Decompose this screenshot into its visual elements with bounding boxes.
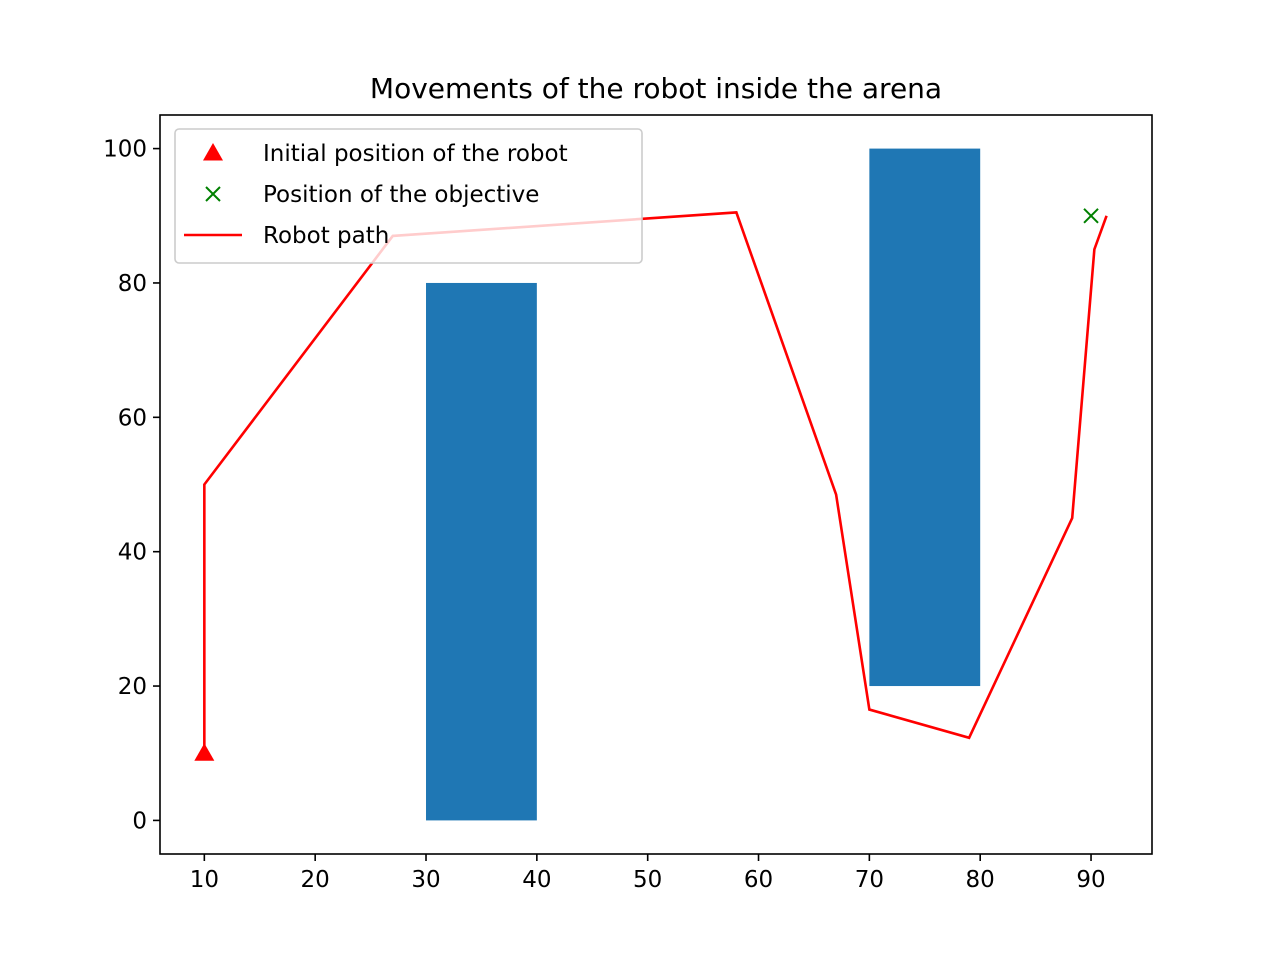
objective-marker [1083, 208, 1099, 224]
x-tick-label: 50 [633, 867, 662, 893]
plot-area [194, 148, 1108, 821]
obstacle-rect-2 [869, 148, 981, 687]
legend: Initial position of the robot Position of… [174, 128, 643, 264]
robot-path-line [203, 211, 1108, 754]
x-tick-label: 30 [411, 867, 440, 893]
legend-box [174, 128, 643, 264]
x-tick-label: 40 [522, 867, 551, 893]
y-tick-label: 100 [103, 137, 147, 163]
x-tick-label: 90 [1076, 867, 1105, 893]
y-tick-label: 0 [132, 808, 147, 834]
x-tick-label: 70 [855, 867, 884, 893]
y-axis: 0 20 40 60 80 100 [103, 137, 160, 834]
y-tick-label: 60 [118, 405, 147, 431]
obstacle-rect-1 [426, 282, 537, 821]
y-tick-label: 40 [118, 540, 147, 566]
legend-label-2: Position of the objective [263, 182, 539, 208]
initial-position-marker [194, 743, 215, 761]
x-tick-label: 80 [966, 867, 995, 893]
legend-label-3: Robot path [263, 223, 389, 249]
legend-key-2 [205, 186, 221, 202]
y-tick-label: 20 [118, 674, 147, 700]
x-tick-label: 10 [190, 867, 219, 893]
chart-title: Movements of the robot inside the arena [370, 72, 942, 105]
axes-frame [159, 114, 1153, 855]
legend-label-1: Initial position of the robot [263, 141, 568, 167]
x-tick-label: 60 [744, 867, 773, 893]
y-tick-label: 80 [118, 271, 147, 297]
x-axis: 10 20 30 40 50 60 70 80 90 [190, 854, 1106, 893]
legend-key-1 [203, 143, 223, 161]
x-tick-label: 20 [301, 867, 330, 893]
